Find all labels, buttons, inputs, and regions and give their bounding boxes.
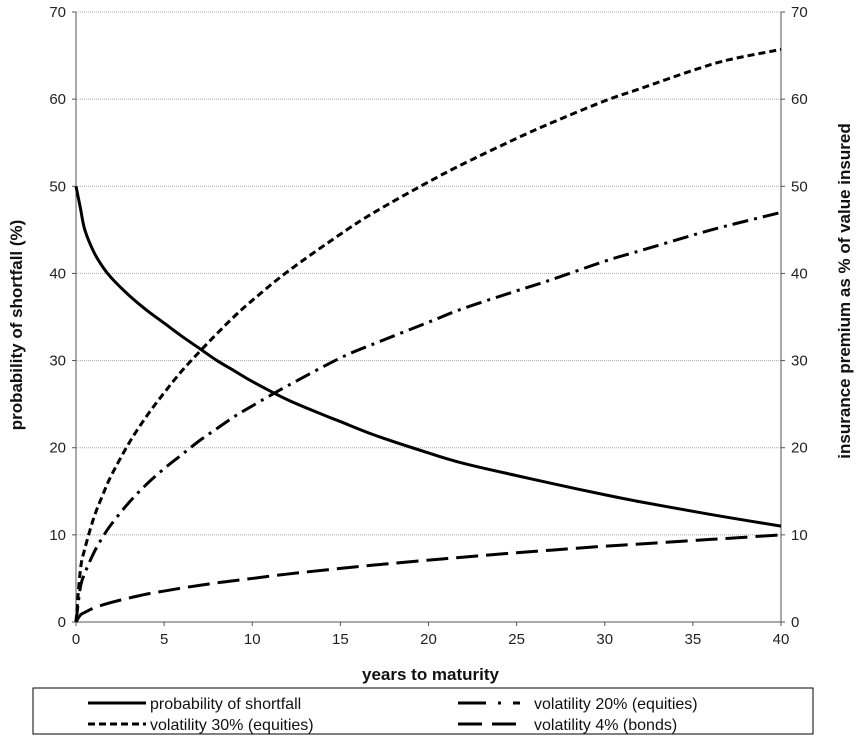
- series-lines: [74, 47, 782, 623]
- series-line-2: [74, 47, 782, 623]
- x-tick-label: 10: [244, 631, 261, 648]
- y-right-tick-label: 20: [791, 440, 808, 457]
- y-right-tick-label: 30: [791, 353, 808, 370]
- legend: probability of shortfall volatility 20% …: [32, 687, 814, 735]
- y-tick-label: 10: [49, 527, 66, 544]
- y-tick-label: 40: [49, 265, 66, 282]
- y-tick-label: 30: [49, 353, 66, 370]
- x-tick-label: 25: [508, 631, 525, 648]
- axes: [72, 11, 785, 626]
- legend-label-volatility-20: volatility 20% (equities): [534, 696, 698, 713]
- y-right-tick-label: 70: [791, 4, 808, 21]
- legend-label-probability-of-shortfall: probability of shortfall: [150, 696, 301, 713]
- legend-box: [32, 687, 814, 735]
- series-line-1: [74, 210, 782, 623]
- x-tick-label: 15: [332, 631, 349, 648]
- y-axis-right-title: insurance premium as % of value insured: [835, 123, 854, 458]
- x-tick-label: 0: [72, 631, 80, 648]
- y-right-tick-label: 60: [791, 91, 808, 108]
- y-tick-label: 50: [49, 178, 66, 195]
- series-line-3: [74, 533, 782, 623]
- gridlines: [76, 11, 781, 536]
- x-axis-title: years to maturity: [362, 665, 500, 684]
- legend-label-volatility-4: volatility 4% (bonds): [534, 717, 677, 734]
- y-right-tick-label: 0: [791, 614, 799, 631]
- series-line-0: [74, 185, 782, 528]
- y-right-tick-label: 50: [791, 178, 808, 195]
- x-tick-label: 40: [773, 631, 790, 648]
- y-right-tick-label: 40: [791, 265, 808, 282]
- x-tick-label: 35: [685, 631, 702, 648]
- x-tick-label: 5: [160, 631, 168, 648]
- y-tick-label: 20: [49, 440, 66, 457]
- y-axis-title: probability of shortfall (%): [7, 220, 26, 431]
- tick-labels: 0 10 20 30 40 50 60 70 0 10 20 30 40 50 60 70 0 5 10 15 20 25…: [49, 4, 807, 648]
- y-right-tick-label: 10: [791, 527, 808, 544]
- y-tick-label: 70: [49, 4, 66, 21]
- y-tick-label: 0: [58, 614, 66, 631]
- x-tick-label: 20: [420, 631, 437, 648]
- y-tick-label: 60: [49, 91, 66, 108]
- x-tick-label: 30: [596, 631, 613, 648]
- legend-label-volatility-30: volatility 30% (equities): [150, 717, 314, 734]
